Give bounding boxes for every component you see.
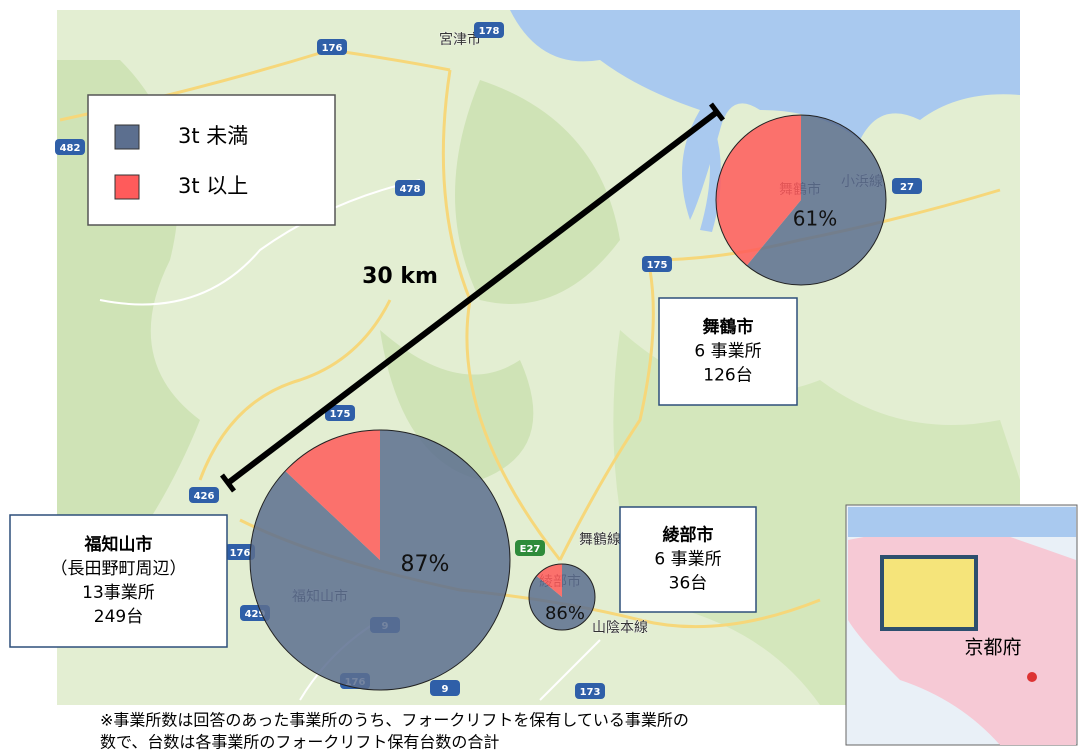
pie-label: 87% [401, 552, 450, 577]
route-number: 176 [322, 43, 343, 54]
pie-label: 86% [545, 603, 585, 624]
pie-label: 61% [793, 207, 837, 231]
route-number: E27 [520, 544, 541, 555]
footnote-line: ※事業所数は回答のあった事業所のうち、フォークリフトを保有している事業所の [100, 711, 689, 730]
info-title: 福知山市 [84, 534, 153, 555]
route-number: 426 [194, 491, 215, 502]
info-line: 249台 [94, 607, 143, 627]
info-line: （長田野町周辺） [51, 559, 187, 579]
route-number: 175 [330, 409, 351, 420]
footnote-line: 数で、台数は各事業所のフォークリフト保有台数の合計 [100, 733, 499, 752]
legend-swatch [115, 125, 139, 149]
legend: 3t 未満 3t 以上 [88, 95, 335, 225]
info-line: 6 事業所 [694, 342, 761, 362]
map-label: 山陰本線 [592, 620, 648, 636]
route-number: 9 [442, 684, 449, 695]
route-number: 173 [580, 687, 601, 698]
footnote: ※事業所数は回答のあった事業所のうち、フォークリフトを保有している事業所の数で、… [100, 711, 689, 752]
route-number: 176 [230, 548, 251, 559]
route-number: 178 [479, 26, 500, 37]
legend-label: 3t 以上 [178, 174, 248, 198]
inset-map: 京都府 [846, 505, 1077, 745]
route-number: 27 [900, 182, 914, 193]
info-title: 綾部市 [663, 525, 714, 546]
route-number: 482 [60, 143, 81, 154]
map-label: 舞鶴線 [579, 531, 621, 548]
info-title: 舞鶴市 [703, 317, 754, 338]
route-number: 175 [647, 260, 668, 271]
legend-label: 3t 未満 [178, 124, 248, 148]
info-line: 6 事業所 [654, 550, 721, 570]
info-line: 13事業所 [82, 583, 155, 603]
scale-label: 30 km [362, 264, 438, 289]
inset-label: 京都府 [964, 637, 1021, 659]
info-line: 36台 [669, 574, 708, 594]
route-number: 478 [400, 184, 421, 195]
info-line: 126台 [703, 366, 752, 386]
page: 宮津市小浜線舞鶴線山陰本線福知山市舞鶴市綾部市 1761784824781751… [0, 0, 1081, 751]
legend-swatch [115, 175, 139, 199]
